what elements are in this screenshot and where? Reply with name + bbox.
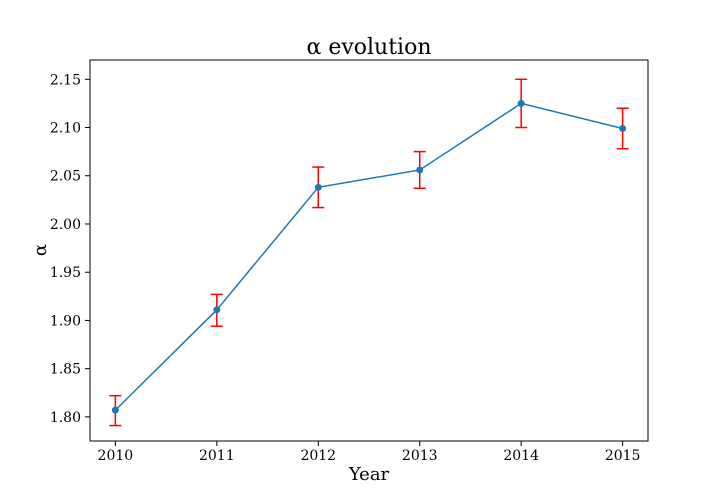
x-tick-label: 2014 (503, 448, 539, 464)
x-tick-label: 2010 (98, 448, 134, 464)
y-axis: 1.80 1.85 1.90 1.95 2.00 2.05 2.10 2.15 (50, 72, 90, 426)
x-axis-label: Year (348, 464, 390, 485)
y-tick-label: 2.00 (50, 217, 81, 233)
data-point (416, 166, 424, 174)
x-tick-label: 2013 (402, 448, 438, 464)
x-tick-label: 2015 (605, 448, 641, 464)
x-axis: 2010 2011 2012 2013 2014 2015 (98, 441, 641, 464)
series-layer (109, 78, 629, 427)
y-tick-label: 2.10 (50, 121, 81, 137)
x-tick-label: 2011 (199, 448, 235, 464)
y-tick-label: 2.05 (50, 169, 81, 185)
data-point (111, 406, 119, 414)
data-point (213, 306, 221, 314)
x-tick-label: 2012 (300, 448, 336, 464)
chart-title: α evolution (306, 35, 431, 60)
y-tick-label: 2.15 (50, 72, 81, 88)
y-tick-label: 1.95 (50, 265, 81, 281)
data-point (517, 99, 525, 107)
data-point (619, 124, 627, 132)
y-axis-label: α (30, 244, 51, 256)
plot-frame (89, 59, 649, 442)
y-tick-label: 1.80 (50, 410, 81, 426)
series-line (114, 102, 623, 411)
y-tick-label: 1.85 (50, 362, 81, 378)
y-tick-label: 1.90 (50, 313, 81, 329)
data-point (314, 183, 322, 191)
